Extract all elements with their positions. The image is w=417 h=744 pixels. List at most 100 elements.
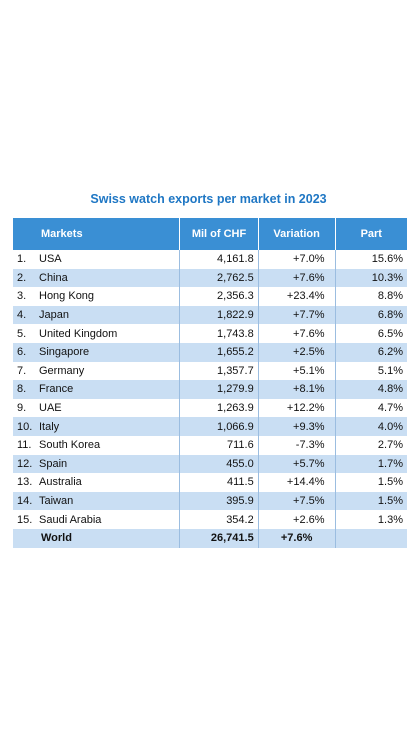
part-cell: 4.7% [334,398,407,418]
market-cell: 10. Italy [13,417,180,436]
variation-cell: +14.4% [257,473,336,492]
total-value: 26,741.5 [179,528,259,548]
value-cell: 395.9 [179,491,259,511]
variation-cell: +7.0% [257,250,336,269]
variation-cell: +23.4% [257,287,336,306]
part-cell: 6.2% [334,342,407,362]
market-name: Spain [39,457,68,470]
table-body: 1. USA 4,161.8 +7.0% 15.6% 2. China 2,762.5 +7.6… [13,250,407,548]
market-cell: 11. South Korea [13,436,180,455]
table-row: 5. United Kingdom 1,743.8 +7.6% 6.5% [13,324,407,343]
value-cell: 354.2 [179,510,259,529]
variation-cell: +9.3% [257,417,336,436]
market-name: China [39,271,68,284]
part-cell: 1.3% [334,510,407,529]
table-row: 10. Italy 1,066.9 +9.3% 4.0% [13,417,407,436]
exports-table: Markets Mil of CHF Variation Part 1. USA 4,16… [13,218,407,548]
column-header: Mil of CHF [179,218,259,250]
market-name: Taiwan [39,495,74,508]
market-name: UAE [39,402,62,415]
market-cell: 1. USA [13,250,180,269]
rank: 1. [17,253,27,266]
rank: 3. [17,290,27,303]
market-name: France [39,383,74,396]
table-row: 14. Taiwan 395.9 +7.5% 1.5% [13,491,407,511]
part-cell: 1.7% [334,454,407,474]
rank: 9. [17,402,27,415]
market-name: Japan [39,309,69,322]
table-row: 6. Singapore 1,655.2 +2.5% 6.2% [13,342,407,362]
market-cell: 4. Japan [13,305,180,325]
market-name: United Kingdom [39,327,118,340]
header-row: Markets Mil of CHF Variation Part [13,218,407,250]
variation-cell: +7.5% [257,491,336,511]
total-label: World [41,532,72,545]
variation-cell: +2.5% [257,342,336,362]
value-cell: 1,066.9 [179,417,259,436]
part-cell: 5.1% [334,361,407,381]
table-row: 11. South Korea 711.6 -7.3% 2.7% [13,435,407,455]
value-cell: 2,762.5 [179,268,259,288]
rank: 4. [17,309,27,322]
value-cell: 1,822.9 [179,305,259,325]
market-cell: 14. Taiwan [13,491,180,511]
variation-cell: +7.6% [257,324,336,343]
table-row: 12. Spain 455.0 +5.7% 1.7% [13,454,407,474]
rank: 12. [17,457,33,470]
market-cell: 15. Saudi Arabia [13,510,180,529]
part-cell: 8.8% [334,287,407,306]
value-cell: 1,357.7 [179,361,259,381]
table-row: 8. France 1,279.9 +8.1% 4.8% [13,380,407,399]
rank: 14. [17,495,33,508]
value-cell: 455.0 [179,454,259,474]
value-cell: 1,655.2 [179,342,259,362]
total-part [334,528,407,548]
table-row: 3. Hong Kong 2,356.3 +23.4% 8.8% [13,287,407,306]
part-cell: 10.3% [334,268,407,288]
market-cell: 7. Germany [13,362,180,381]
value-cell: 1,263.9 [179,398,259,418]
rank: 5. [17,327,27,340]
variation-cell: +8.1% [257,380,336,399]
market-cell: 13. Australia [13,473,180,492]
market-cell: 12. Spain [13,454,180,474]
part-cell: 4.0% [334,417,407,436]
rank: 2. [17,271,27,284]
part-cell: 1.5% [334,473,407,492]
rank: 13. [17,476,33,489]
value-cell: 1,743.8 [179,324,259,343]
rank: 15. [17,513,33,526]
rank: 7. [17,364,27,377]
column-header: Variation [257,218,336,250]
variation-cell: -7.3% [257,435,336,455]
variation-cell: +7.7% [257,305,336,325]
market-name: Singapore [39,346,90,359]
market-cell: 8. France [13,380,180,399]
rank: 6. [17,346,27,359]
market-cell: 3. Hong Kong [13,287,180,306]
rank: 8. [17,383,27,396]
part-cell: 2.7% [334,435,407,455]
rank: 11. [17,439,32,452]
value-cell: 411.5 [179,473,259,492]
market-name: Saudi Arabia [39,513,102,526]
market-name: USA [39,253,62,266]
column-header: Markets [13,218,180,250]
market-cell: 6. Singapore [13,342,180,362]
rank: 10. [17,420,33,433]
total-row: World 26,741.5 +7.6% [13,528,407,548]
part-cell: 4.8% [334,380,407,399]
market-name: Hong Kong [39,290,95,303]
table-row: 7. Germany 1,357.7 +5.1% 5.1% [13,361,407,381]
table-row: 15. Saudi Arabia 354.2 +2.6% 1.3% [13,510,407,529]
table-title: Swiss watch exports per market in 2023 [90,192,327,206]
value-cell: 2,356.3 [179,287,259,306]
variation-cell: +5.7% [257,454,336,474]
market-name: Australia [39,476,82,489]
total-variation: +7.6% [257,528,336,548]
variation-cell: +7.6% [257,268,336,288]
value-cell: 711.6 [179,435,259,455]
variation-cell: +2.6% [257,510,336,529]
market-cell: 5. United Kingdom [13,324,180,343]
